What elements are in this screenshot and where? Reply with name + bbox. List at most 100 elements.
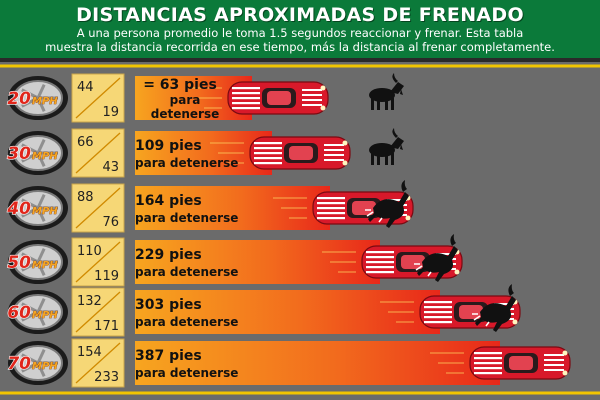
car-stripe	[317, 202, 345, 205]
car-stripe	[232, 97, 260, 100]
braking-distance: 76	[102, 215, 119, 230]
car-stripe	[474, 372, 502, 375]
reaction-distance: 88	[77, 190, 94, 205]
split-diagonal	[75, 132, 121, 174]
speed-unit: MPH	[32, 151, 58, 162]
goat-beard	[400, 144, 403, 150]
car-stripe	[366, 251, 394, 254]
goat-horn	[508, 284, 514, 296]
split-diagonal	[75, 187, 121, 229]
car-stripe	[317, 207, 345, 210]
wheel-spoke	[21, 252, 39, 264]
speed-row-30: 66 43 109 pies para detenerse 30 MPH	[7, 128, 404, 178]
wheel-spoke	[36, 207, 46, 222]
stopping-distance-bar	[135, 131, 272, 175]
wheel-spoke	[36, 194, 46, 209]
goat-beard	[400, 89, 403, 95]
goat-horn	[401, 180, 407, 192]
wheel-spoke	[21, 96, 39, 108]
goat-icon	[417, 246, 458, 282]
car-stripe	[317, 217, 345, 220]
car-roof	[459, 305, 483, 319]
car-hood-stripe	[436, 253, 456, 255]
speed-value: 20	[7, 89, 31, 109]
split-diagonal	[75, 241, 121, 283]
wheel-spoke	[36, 298, 46, 313]
car-stripe	[424, 316, 452, 319]
goat-leg	[391, 98, 394, 110]
goat-leg	[377, 153, 380, 165]
wheel-spoke	[36, 349, 46, 364]
reaction-distance: 132	[77, 294, 102, 309]
speed-value: 40	[6, 199, 31, 219]
subtitle-line-1: A una persona promedio le toma 1.5 segun…	[76, 26, 524, 40]
car-stripe	[232, 107, 260, 110]
car-stripe	[317, 197, 345, 200]
car-headlight	[562, 350, 568, 356]
car-stripe	[366, 256, 394, 259]
total-distance: 164 pies	[135, 193, 202, 209]
total-label: para detenerse	[135, 156, 238, 170]
speed-row-60: 132 171 303 pies para detenerse 60 MPH	[7, 284, 521, 337]
car-stripe	[254, 142, 282, 145]
car-headlight	[320, 85, 326, 91]
wheel-spoke	[21, 310, 39, 322]
car-stripe	[232, 102, 260, 105]
speed-row-40: 88 76 164 pies para detenerse 40 MPH	[6, 180, 414, 233]
wheel-spoke	[21, 151, 39, 163]
car-headlight	[405, 215, 411, 221]
goat-head	[390, 137, 404, 149]
goat-icon	[369, 88, 395, 102]
car-headlight	[512, 319, 518, 325]
car-hood-stripe	[324, 159, 344, 161]
impact-lines	[365, 209, 383, 223]
car-hood-stripe	[324, 154, 344, 156]
braking-distance: 43	[102, 160, 119, 175]
car-stripe	[254, 152, 282, 155]
reaction-distance: 44	[77, 80, 94, 95]
car-stripe	[424, 306, 452, 309]
total-label: para detenerse	[135, 366, 238, 380]
goat-leg	[371, 153, 374, 165]
total-distance: 109 pies	[135, 138, 202, 154]
total-label: detenerse	[151, 107, 219, 121]
wheel-spoke	[21, 361, 39, 373]
car-hood-stripe	[494, 303, 514, 305]
braking-distance: 171	[94, 319, 119, 334]
total-label: para	[170, 93, 201, 107]
car-stripe	[366, 266, 394, 269]
split-diagonal	[75, 77, 121, 119]
car-roof	[401, 255, 425, 269]
split-diagonal	[75, 342, 121, 384]
speed-unit: MPH	[32, 96, 58, 107]
car-hood-stripe	[324, 149, 344, 151]
total-distance: 303 pies	[135, 297, 202, 313]
speed-value: 70	[7, 354, 31, 374]
car-stripe	[232, 87, 260, 90]
total-distance: = 63 pies	[143, 77, 217, 93]
car-stripe	[317, 212, 345, 215]
road-edge	[0, 58, 600, 62]
car-stripe	[232, 92, 260, 95]
car-hood-stripe	[302, 89, 322, 91]
page-subtitle: A una persona promedio le toma 1.5 segun…	[20, 26, 580, 54]
car-headlight	[342, 160, 348, 166]
wheel-spoke	[21, 88, 39, 100]
page-title: DISTANCIAS APROXIMADAS DE FRENADO	[76, 4, 524, 26]
braking-distance: 119	[94, 269, 119, 284]
speed-unit: MPH	[32, 260, 58, 271]
car-stripe	[424, 321, 452, 324]
wheel-spoke	[21, 260, 39, 272]
total-label: para detenerse	[135, 265, 238, 279]
total-distance: 387 pies	[135, 348, 202, 364]
car-stripe	[424, 301, 452, 304]
goat-horn	[392, 128, 398, 138]
goat-leg	[385, 98, 388, 110]
car-headlight	[320, 105, 326, 111]
speed-unit: MPH	[32, 310, 58, 321]
car-hood-stripe	[544, 359, 564, 361]
goat-leg	[377, 98, 380, 110]
reaction-distance: 66	[77, 135, 94, 150]
